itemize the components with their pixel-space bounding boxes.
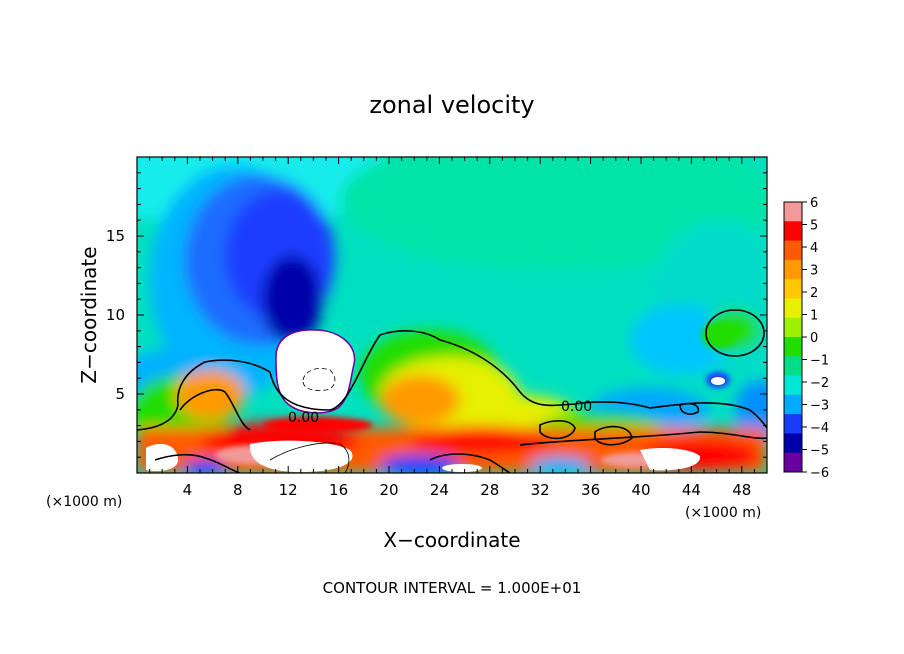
colorbar-tick-label: 2 (810, 286, 818, 301)
colorbar-tick-label: −1 (810, 354, 829, 369)
contour-label: 0.00 (288, 410, 319, 426)
contour-interval-note: CONTOUR INTERVAL = 1.000E+01 (323, 579, 582, 597)
colorbar-tick-label: −2 (810, 376, 829, 391)
contour-label: 0.00 (561, 399, 592, 415)
colorbar-swatch (784, 337, 802, 357)
colorbar-tick-label: 4 (810, 241, 818, 256)
colorbar-swatch (784, 433, 802, 454)
colorbar-tick-label: 0 (810, 331, 818, 346)
x-tick-label: 16 (329, 481, 348, 499)
x-tick-label: 44 (682, 481, 701, 499)
colorbar-swatch (784, 394, 802, 415)
contour-lines-thin (269, 368, 350, 473)
x-tick-label: 40 (631, 481, 650, 499)
colorbar-swatch (784, 414, 802, 434)
contour-lines (137, 309, 767, 473)
colorbar-swatch (784, 202, 802, 222)
x-tick-label: 12 (279, 481, 298, 499)
y-axis: 5 10 15 (106, 172, 767, 458)
colorbar-tick-label: −4 (810, 421, 829, 436)
y-axis-label: Z−coordinate (77, 246, 101, 383)
colorbar-tick-label: −6 (810, 466, 829, 481)
x-unit-right: (×1000 m) (685, 505, 761, 521)
heatmap-field (137, 157, 767, 473)
y-tick-label: 5 (115, 385, 125, 403)
chart-title: zonal velocity (369, 91, 534, 119)
colorbar-swatch (784, 298, 802, 319)
colorbar-swatch (784, 259, 802, 280)
x-axis-label: X−coordinate (383, 528, 520, 552)
x-tick-label: 48 (732, 481, 751, 499)
x-tick-label: 28 (480, 481, 499, 499)
colorbar-tick-label: 6 (810, 196, 818, 211)
colorbar-tick-label: 1 (810, 309, 818, 324)
colorbar-swatch (784, 356, 802, 377)
x-unit-left: (×1000 m) (46, 494, 122, 510)
colorbar-swatch (784, 375, 802, 396)
colorbar-swatch (784, 240, 802, 261)
y-tick-label: 15 (106, 227, 125, 245)
x-tick-label: 20 (379, 481, 398, 499)
colorbar-swatch (784, 221, 802, 242)
colorbar: 6 5 4 3 2 1 0 −1 −2 −3 −4 −5 −6 (783, 196, 829, 481)
colorbar-tick-label: 5 (810, 219, 818, 234)
colorbar-swatch (784, 452, 802, 473)
x-tick-label: 4 (183, 481, 193, 499)
y-tick-label: 10 (106, 306, 125, 324)
x-tick-label: 24 (430, 481, 449, 499)
x-tick-label: 32 (531, 481, 550, 499)
colorbar-tick-label: 3 (810, 264, 818, 279)
colorbar-tick-label: −5 (810, 444, 829, 459)
colorbar-swatch (784, 279, 802, 299)
colorbar-tick-label: −3 (810, 399, 829, 414)
x-axis: 4 8 12 16 20 24 28 32 36 40 44 48 (149, 157, 755, 499)
saturated-region (275, 329, 356, 414)
x-tick-label: 36 (581, 481, 600, 499)
colorbar-swatch (784, 317, 802, 338)
x-tick-label: 8 (233, 481, 243, 499)
